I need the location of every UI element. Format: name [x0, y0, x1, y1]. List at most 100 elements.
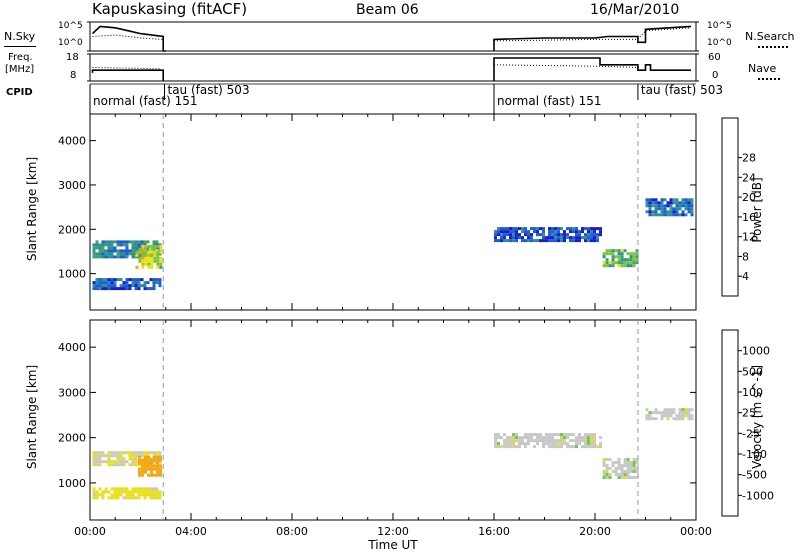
heatmap-cell: [155, 246, 159, 250]
heatmap-cell: [648, 207, 652, 211]
heatmap-cell: [572, 230, 575, 234]
heatmap-cell: [153, 247, 157, 251]
heatmap-cell: [548, 433, 551, 437]
heatmap-cell: [575, 445, 578, 449]
heatmap-cell: [614, 461, 618, 464]
velocity-colorbar-label: Velocity [m s^-1]: [750, 364, 764, 470]
heatmap-cell: [681, 417, 685, 421]
heatmap-cell: [107, 278, 111, 282]
heatmap-cell: [500, 230, 503, 234]
heatmap-cell: [147, 262, 151, 266]
heatmap-cell: [101, 454, 105, 458]
heatmap-cell: [563, 230, 566, 234]
heatmap-cell: [110, 451, 114, 455]
heatmap-cell: [107, 454, 111, 458]
heatmap-cell: [101, 252, 105, 256]
heatmap-cell: [125, 281, 129, 285]
heatmap-cell: [527, 442, 530, 446]
heatmap-cell: [509, 236, 512, 240]
heatmap-cell: [590, 230, 593, 234]
heatmap-cell: [125, 249, 129, 253]
heatmap-cell: [651, 201, 655, 205]
heatmap-cell: [98, 281, 102, 285]
heatmap-cell: [678, 213, 682, 217]
heatmap-cell: [548, 436, 551, 440]
heatmap-cell: [156, 256, 160, 260]
heatmap-cell: [110, 281, 114, 285]
heatmap-cell: [617, 467, 621, 470]
heatmap-cell: [155, 278, 159, 282]
heatmap-cell: [596, 236, 599, 240]
heatmap-cell: [675, 201, 679, 205]
heatmap-cell: [92, 284, 96, 288]
heatmap-cell: [533, 230, 536, 234]
heatmap-cell: [554, 439, 557, 443]
heatmap-cell: [527, 230, 530, 234]
heatmap-cell: [119, 252, 123, 256]
heatmap-cell: [533, 239, 536, 243]
heatmap-cell: [663, 213, 667, 217]
heatmap-cell: [569, 236, 572, 240]
heatmap-cell: [515, 433, 518, 437]
heatmap-cell: [113, 451, 117, 455]
heatmap-cell: [596, 445, 599, 449]
heatmap-cell: [605, 261, 609, 265]
heatmap-cell: [584, 445, 587, 449]
heatmap-cell: [104, 255, 108, 259]
heatmap-cell: [605, 458, 609, 461]
heatmap-cell: [159, 244, 163, 248]
heatmap-cell: [602, 252, 606, 256]
heatmap-cell: [140, 487, 144, 491]
heatmap-cell: [599, 227, 602, 231]
heatmap-cell: [113, 463, 117, 467]
heatmap-cell: [116, 487, 120, 491]
heatmap-cell: [605, 467, 609, 470]
heatmap-cell: [672, 198, 676, 202]
heatmap-cell: [663, 198, 667, 202]
heatmap-cell: [137, 284, 141, 288]
power-heatmap: [92, 114, 694, 310]
heatmap-cell: [569, 230, 572, 234]
station-title: Kapuskasing (fitACF): [92, 0, 248, 18]
heatmap-cell: [596, 233, 599, 237]
heatmap-cell: [551, 442, 554, 446]
heatmap-cell: [494, 442, 497, 446]
heatmap-cell: [92, 246, 96, 250]
freq-tick-bottom: 8: [70, 70, 77, 81]
heatmap-cell: [104, 454, 108, 458]
heatmap-cell: [92, 496, 96, 500]
heatmap-cell: [551, 233, 554, 237]
heatmap-cell: [590, 239, 593, 243]
heatmap-cell: [158, 252, 162, 256]
freq-tick-top: 18: [66, 52, 79, 63]
heatmap-cell: [131, 252, 135, 256]
heatmap-cell: [617, 458, 621, 461]
heatmap-cell: [143, 451, 147, 455]
heatmap-cell: [134, 243, 138, 247]
heatmap-cell: [645, 204, 649, 208]
heatmap-cell: [113, 493, 117, 497]
heatmap-cell: [569, 227, 572, 231]
heatmap-cell: [158, 493, 162, 497]
heatmap-cell: [143, 493, 147, 497]
heatmap-cell: [518, 445, 521, 449]
heatmap-cell: [593, 436, 596, 440]
heatmap-cell: [566, 236, 569, 240]
heatmap-cell: [119, 460, 123, 464]
power-colorbar-tick-label: 20: [742, 191, 756, 204]
heatmap-cell: [684, 204, 688, 208]
heatmap-cell: [500, 227, 503, 231]
heatmap-cell: [569, 433, 572, 437]
heatmap-cell: [690, 213, 694, 217]
heatmap-cell: [614, 470, 618, 473]
heatmap-cell: [518, 236, 521, 240]
heatmap-cell: [530, 439, 533, 443]
heatmap-cell: [563, 236, 566, 240]
freq-label-2: [MHz]: [5, 64, 35, 75]
heatmap-cell: [542, 239, 545, 243]
heatmap-cell: [666, 210, 670, 214]
heatmap-cell: [153, 464, 156, 468]
heatmap-cell: [545, 236, 548, 240]
heatmap-cell: [672, 411, 676, 415]
heatmap-cell: [660, 213, 664, 217]
